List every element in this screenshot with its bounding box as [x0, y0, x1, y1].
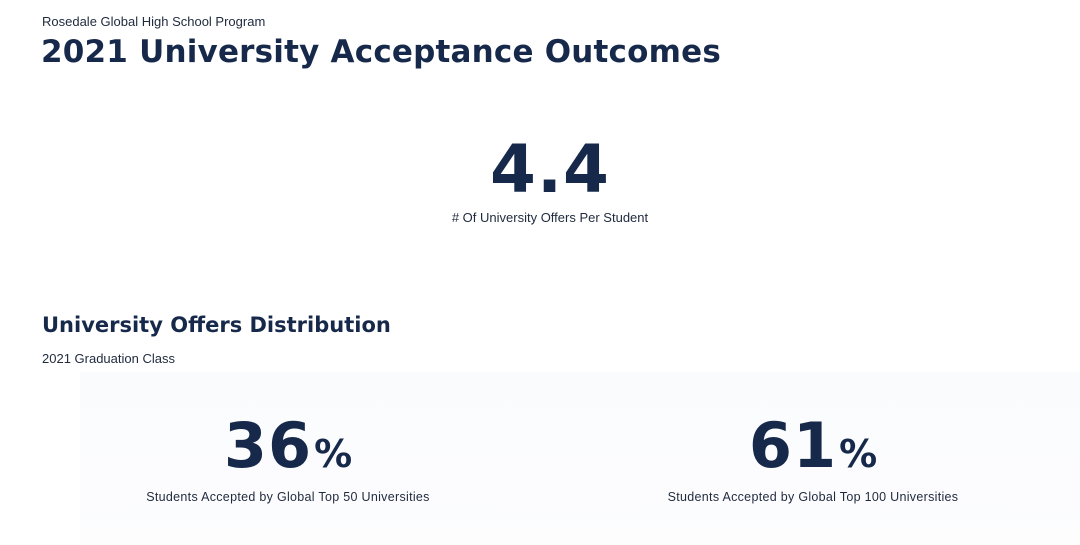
top-50-stat: 36% Students Accepted by Global Top 50 U…: [118, 410, 458, 505]
top-100-caption: Students Accepted by Global Top 100 Univ…: [667, 490, 959, 504]
page-title: 2021 University Acceptance Outcomes: [41, 34, 722, 70]
top-100-value: 61: [748, 409, 838, 482]
top-100-stat: 61% Students Accepted by Global Top 100 …: [643, 410, 983, 505]
top-100-unit: %: [839, 432, 878, 476]
top-50-caption: Students Accepted by Global Top 50 Unive…: [146, 490, 430, 504]
offers-per-student-stat: 4.4 # Of University Offers Per Student: [380, 130, 720, 225]
offers-per-student-caption: # Of University Offers Per Student: [451, 210, 649, 225]
stats-background-panel: [80, 372, 1080, 545]
top-50-value: 36: [223, 409, 313, 482]
top-50-figure: 36%: [118, 410, 458, 482]
section-subtitle: 2021 Graduation Class: [42, 351, 175, 366]
top-100-figure: 61%: [643, 410, 983, 482]
offers-per-student-value: 4.4: [490, 131, 610, 208]
top-50-unit: %: [314, 432, 353, 476]
section-title: University Offers Distribution: [42, 313, 391, 337]
program-name: Rosedale Global High School Program: [42, 14, 266, 29]
